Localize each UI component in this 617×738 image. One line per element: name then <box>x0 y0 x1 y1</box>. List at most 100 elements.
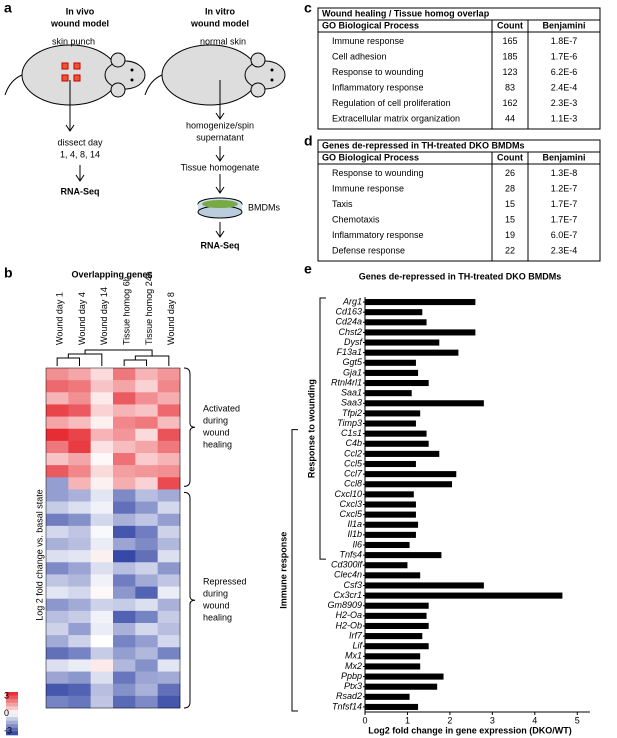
heatmap-cell <box>68 416 91 430</box>
group-label: Repressed <box>203 577 247 587</box>
group-label: wound <box>202 428 230 438</box>
heatmap-cell <box>68 538 91 551</box>
group-label: Response to wounding <box>306 379 316 478</box>
y-tick-label: C1s1 <box>341 428 362 438</box>
heatmap-cell <box>68 550 91 563</box>
table-cell: 1.3E-8 <box>551 168 578 178</box>
heatmap-cell <box>113 477 136 490</box>
mouse <box>4 44 146 182</box>
heatmap-cell <box>157 647 181 660</box>
table-cell: 6.0E-7 <box>551 230 578 240</box>
y-tick-label: Gja1 <box>343 367 362 377</box>
x-tick-label: 1 <box>405 715 410 725</box>
column-label: Wound day 8 <box>166 292 176 345</box>
table-cell: 1.7E-7 <box>551 199 578 209</box>
heatmap-cell <box>157 392 181 405</box>
table-cell: 185 <box>502 52 517 62</box>
group-label: during <box>203 416 228 426</box>
step: Tissue homogenate <box>181 162 260 172</box>
heatmap-cell <box>135 525 158 539</box>
table-frame <box>317 7 601 130</box>
heatmap-cell <box>90 562 114 575</box>
heatmap-cell <box>68 635 91 648</box>
y-tick-label: H2-Oa <box>335 610 362 620</box>
heatmap-cell <box>46 610 69 624</box>
colorbar-tick-label: 0 <box>4 708 9 718</box>
heatmap-cell <box>90 635 114 648</box>
y-tick-label: Cxcl3 <box>339 499 362 509</box>
group-label: healing <box>203 440 232 450</box>
bar <box>365 653 421 660</box>
bar <box>365 299 476 306</box>
y-tick-label: Irf7 <box>349 630 363 640</box>
heatmap-cell <box>113 501 136 515</box>
heatmap-cell <box>68 647 91 660</box>
y-tick-label: Mx1 <box>345 651 362 661</box>
heatmap-cell <box>157 610 181 624</box>
heatmap-cell <box>113 671 136 685</box>
heatmap-cell <box>90 610 114 624</box>
heatmap-cell <box>135 380 158 393</box>
table-cell: Taxis <box>332 199 353 209</box>
table-cell: 1.7E-6 <box>551 52 578 62</box>
y-tick-label: Tnfsf14 <box>332 701 362 711</box>
y-tick-label: Rsad2 <box>336 691 362 701</box>
y-tick-label: Ggt5 <box>342 357 363 367</box>
group-label: Activated <box>203 404 240 414</box>
heatmap-cell <box>90 477 114 490</box>
x-tick-label: 2 <box>447 715 452 725</box>
bar <box>365 521 419 528</box>
heatmap-cell <box>68 683 91 697</box>
y-tick-label: Gm8909 <box>327 600 362 610</box>
heatmap-cell <box>135 623 158 636</box>
group-label: wound <box>202 601 230 611</box>
y-tick-label: F13a1 <box>336 347 362 357</box>
heatmap-cell <box>46 695 69 709</box>
heatmap-cell <box>90 659 114 672</box>
bar <box>365 369 419 376</box>
heatmap-cell <box>90 598 114 612</box>
heatmap-cell <box>46 440 69 454</box>
bracket <box>183 491 196 709</box>
heatmap-cell <box>113 513 136 527</box>
column-label: Tissue homog 6h <box>122 276 132 345</box>
heatmap-cell <box>113 404 136 417</box>
heatmap-cell <box>135 416 158 430</box>
y-tick-label: Lif <box>352 641 363 651</box>
heatmap-cell <box>90 513 114 527</box>
heatmap-cell <box>90 671 114 685</box>
heatmap-cell <box>68 586 91 600</box>
bar <box>365 592 563 599</box>
heatmap-cell <box>46 501 69 515</box>
title: In vivo <box>66 6 95 16</box>
column-label: Wound day 4 <box>77 292 87 345</box>
colorbar-swatch <box>6 727 18 732</box>
heatmap-cell <box>46 380 69 393</box>
table-cell: 15 <box>505 215 515 225</box>
heatmap-cell <box>68 598 91 612</box>
y-tick-label: Saa1 <box>341 388 362 398</box>
table-cell: Defense response <box>332 246 405 256</box>
heatmap-cell <box>90 525 114 539</box>
heatmap-cell <box>135 550 158 563</box>
column-label: Tissue homog 24h <box>144 271 154 345</box>
table-cell: 2.3E-4 <box>551 246 578 256</box>
colorbar-swatch <box>6 717 18 721</box>
heatmap-cell <box>68 695 91 709</box>
y-tick-label: Clec4n <box>334 570 362 580</box>
table-cell: 2.3E-3 <box>551 98 578 108</box>
y-tick-label: Ccl2 <box>344 448 362 458</box>
table-header: Benjamini <box>542 20 585 30</box>
heatmap-cell <box>68 477 91 490</box>
heatmap-cell <box>68 380 91 393</box>
heatmap-cell <box>135 635 158 648</box>
table-cell: 1.8E-7 <box>551 36 578 46</box>
y-tick-label: Arg1 <box>342 296 362 306</box>
colorbar-swatch <box>6 720 18 725</box>
panel-label: b <box>4 265 13 281</box>
heatmap-cell <box>46 659 69 672</box>
heatmap-cell <box>113 428 136 442</box>
y-tick-label: Dysf <box>344 337 363 347</box>
heatmap-cell <box>157 380 181 393</box>
bar <box>365 663 421 670</box>
